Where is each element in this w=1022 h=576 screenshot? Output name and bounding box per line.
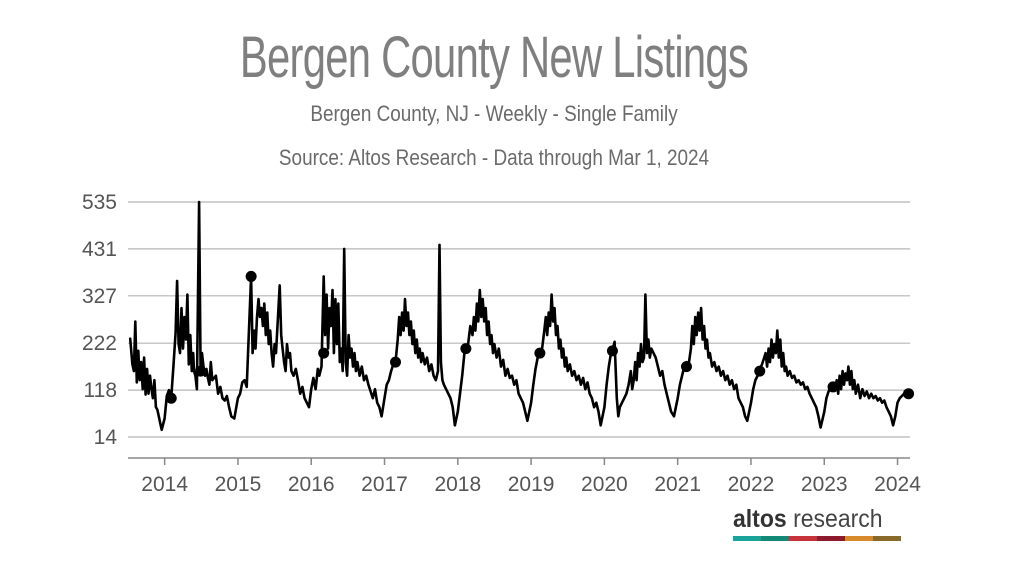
data-point-marker bbox=[827, 381, 839, 393]
x-tick-label: 2023 bbox=[801, 473, 848, 496]
y-tick-label: 118 bbox=[84, 379, 117, 402]
data-point-marker bbox=[318, 347, 330, 359]
data-source: Source: Altos Research - Data through Ma… bbox=[278, 145, 710, 170]
x-tick-label: 2016 bbox=[288, 473, 335, 496]
y-axis-tick-labels: 14 118 222 327 431 535 bbox=[82, 191, 117, 449]
x-tick-label: 2018 bbox=[434, 473, 481, 496]
brand-color-segment-2 bbox=[789, 536, 817, 541]
data-point-marker bbox=[534, 347, 546, 359]
data-point-marker bbox=[390, 356, 402, 368]
y-tick-label: 327 bbox=[82, 285, 117, 308]
y-tick-label: 14 bbox=[94, 426, 118, 449]
chart-title: Bergen County New Listings bbox=[239, 25, 749, 90]
brand-color-segment-4 bbox=[845, 536, 873, 541]
x-tick-label: 2020 bbox=[581, 473, 628, 496]
x-tick-label: 2024 bbox=[874, 473, 921, 496]
x-tick-label: 2015 bbox=[215, 473, 262, 496]
data-point-marker bbox=[903, 388, 915, 400]
data-point-marker bbox=[680, 361, 692, 373]
x-tick-label: 2019 bbox=[508, 473, 555, 496]
y-tick-label: 431 bbox=[82, 238, 117, 261]
x-tick-label: 2017 bbox=[361, 473, 408, 496]
x-tick-label: 2022 bbox=[728, 473, 775, 496]
series-layer bbox=[128, 200, 910, 432]
brand-color-segment-1 bbox=[761, 536, 789, 541]
y-tick-label: 535 bbox=[82, 191, 117, 214]
x-tick-label: 2014 bbox=[141, 473, 188, 496]
y-tick-label: 222 bbox=[82, 332, 117, 355]
brand-color-bar bbox=[733, 536, 901, 541]
brand-name-regular: research bbox=[786, 505, 883, 533]
brand-color-segment-3 bbox=[817, 536, 845, 541]
marker-layer bbox=[165, 270, 915, 404]
altos-research-logo: altos research bbox=[733, 505, 903, 541]
axes bbox=[128, 457, 910, 465]
brand-name-bold: altos bbox=[733, 505, 787, 533]
data-point-marker bbox=[606, 345, 618, 357]
chart-subtitle: Bergen County, NJ - Weekly - Single Fami… bbox=[310, 101, 678, 126]
brand-color-segment-0 bbox=[733, 536, 761, 541]
series-line-0 bbox=[128, 200, 910, 432]
x-axis-tick-labels: 2014 2015 2016 2017 2018 2019 2020 2021 2022 2023… bbox=[141, 473, 921, 496]
gridlines bbox=[128, 201, 910, 438]
data-point-marker bbox=[195, 365, 207, 377]
data-point-marker bbox=[165, 392, 177, 404]
brand-color-segment-5 bbox=[873, 536, 901, 541]
data-point-marker bbox=[754, 365, 766, 377]
data-point-marker bbox=[245, 270, 257, 282]
x-tick-label: 2021 bbox=[654, 473, 701, 496]
data-point-marker bbox=[460, 343, 472, 355]
